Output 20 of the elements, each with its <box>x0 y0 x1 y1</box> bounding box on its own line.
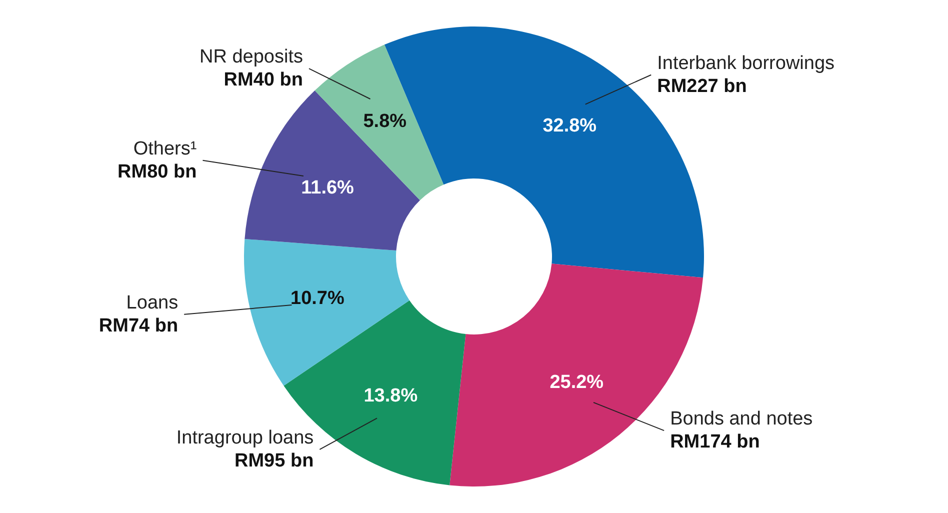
slice-label: Bonds and notes <box>670 408 813 430</box>
slice-label: Intragroup loans <box>176 427 314 448</box>
text: RM174 bn <box>670 432 760 453</box>
data-label: 5.8% <box>363 111 407 132</box>
slice-label: Others¹ <box>133 138 197 160</box>
text: RM40 bn <box>224 70 303 91</box>
slice-label: Interbank borrowings <box>657 52 835 74</box>
text: RM227 bn <box>657 76 747 97</box>
data-label: 13.8% <box>364 385 418 406</box>
text: RM80 bn <box>118 161 197 182</box>
text: RM95 bn <box>234 450 314 472</box>
data-label: 25.2% <box>550 372 604 393</box>
data-label: 11.6% <box>301 177 354 198</box>
slice-label: NR deposits <box>199 46 303 68</box>
text: RM74 bn <box>98 315 178 336</box>
data-label: 32.8% <box>542 116 597 137</box>
donut-slice <box>244 238 410 386</box>
donut-slice <box>244 90 420 251</box>
slice-label: Loans <box>126 292 178 314</box>
data-label: 10.7% <box>290 288 344 310</box>
